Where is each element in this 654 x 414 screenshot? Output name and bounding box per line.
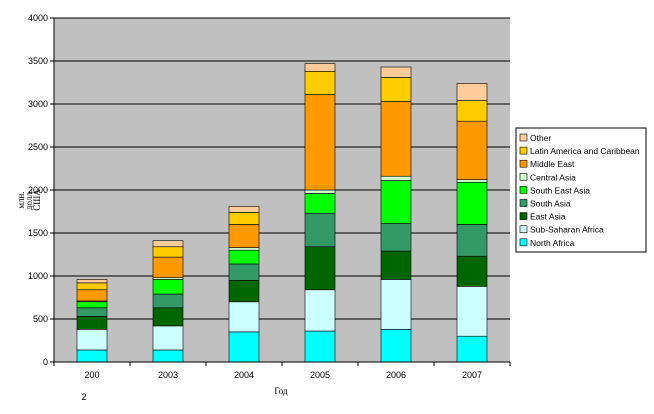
bar-segment [76,301,108,309]
bar-segment [228,212,260,225]
y-tick-label: 500 [33,314,48,324]
bar-segment [152,349,184,363]
bar-segment [380,180,412,224]
y-axis-label-line: долл. [24,190,34,210]
bar-segment [456,120,488,180]
bar-segment [228,331,260,363]
bar-segment [456,181,488,225]
bar-segment [152,256,184,279]
bar-segment [380,66,412,78]
bar-segment [76,329,108,351]
legend-label: Middle East [530,159,575,169]
y-tick-label: 3000 [28,99,48,109]
legend-label: East Asia [530,212,566,222]
bar-segment [228,263,260,281]
bar-segment [456,286,488,337]
legend-swatch [519,238,528,247]
bar-segment [456,179,488,183]
legend-label: South Asia [530,199,571,209]
bar-segment [76,316,108,330]
bar-segment [228,301,260,333]
x-tick-label: 2007 [462,370,482,380]
bar-segment [76,289,108,302]
bars [76,63,488,363]
y-tick-label: 4000 [28,13,48,23]
bar-segment [304,289,336,332]
x-tick-label: 2003 [158,370,178,380]
y-axis-label: млн. долл. США [16,189,42,211]
bar-segment [304,94,336,191]
bar-segment [228,249,260,265]
legend-box [515,127,647,253]
bar-segment [304,63,336,72]
bar-segment [456,255,488,287]
bar-segment [228,206,260,213]
legend: Other Latin America and Caribbean Middle E… [515,127,647,253]
bar-segment [304,330,336,363]
bar-segment [76,279,108,284]
legend-swatch [519,146,528,155]
x-tick-label: 2005 [310,370,330,380]
bar-segment [152,325,184,351]
bar-segment [380,279,412,330]
legend-swatch [519,173,528,181]
bar-segment [152,307,184,327]
bar-segment [380,101,412,177]
bar-segment [228,247,260,251]
y-tick-label: 3500 [28,56,48,66]
y-tick-label: 2500 [28,142,48,152]
bar-segment [456,335,488,363]
legend-swatch [519,212,528,220]
bar-segment [152,246,184,258]
legend-swatch [519,159,528,168]
bar-segment [76,282,108,291]
bar-segment [380,175,412,181]
legend-label: Latin America and Caribbean [530,146,640,156]
legend-label: South East Asia [530,185,590,195]
x-tick-label: 200 [84,370,99,380]
bar-segment [76,349,108,363]
y-axis-label-line: США [32,189,42,211]
legend-label: Other [530,133,551,143]
legend-swatch [519,225,528,233]
x-category-sublabel: 2 [81,392,86,402]
bar-segment [76,307,108,317]
legend-label: Central Asia [530,172,576,182]
y-axis-label-line: млн. [16,191,26,208]
y-tick-label: 0 [43,357,48,367]
bar-segment [304,71,336,95]
x-tick-label: 2006 [386,370,406,380]
bar-segment [228,279,260,303]
bar-segment [228,224,260,248]
bar-segment [380,77,412,102]
x-tick-labels: 200 2003 2004 2005 2006 2007 [53,362,511,380]
legend-swatch [519,199,528,207]
x-tick-label: 2004 [234,370,254,380]
y-tick-label: 2000 [28,185,48,195]
bar-segment [380,250,412,280]
bar-segment [456,224,488,257]
bar-segment [304,246,336,291]
bar-segment [152,293,184,309]
bar-segment [380,329,412,363]
bar-segment [152,279,184,295]
bar-segment [304,193,336,214]
y-tick-labels: 0 500 1000 1500 2000 2500 3000 3500 4000 [28,13,54,367]
bar-segment [152,240,184,248]
bar-segment [456,100,488,122]
bar-segment [456,83,488,101]
bar-segment [304,212,336,248]
y-tick-label: 1000 [28,271,48,281]
bar-segment [380,223,412,252]
bar-segment [304,189,336,194]
gridlines [54,17,510,320]
legend-swatch [519,133,528,142]
legend-swatch [519,186,528,194]
y-tick-label: 1500 [28,228,48,238]
x-axis-label: Год [274,386,288,396]
legend-label: Sub-Saharan Africa [530,225,604,235]
legend-label: North Africa [530,238,575,248]
